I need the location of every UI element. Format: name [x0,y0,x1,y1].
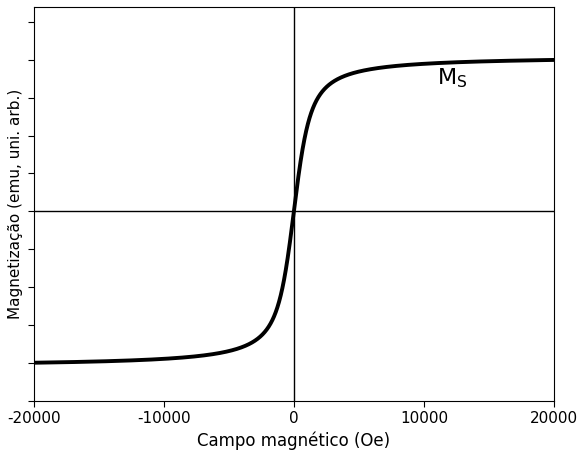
Y-axis label: Magnetização (emu, uni. arb.): Magnetização (emu, uni. arb.) [8,89,23,319]
X-axis label: Campo magnético (Oe): Campo magnético (Oe) [197,431,390,450]
Text: M$_\mathregular{S}$: M$_\mathregular{S}$ [437,66,467,90]
